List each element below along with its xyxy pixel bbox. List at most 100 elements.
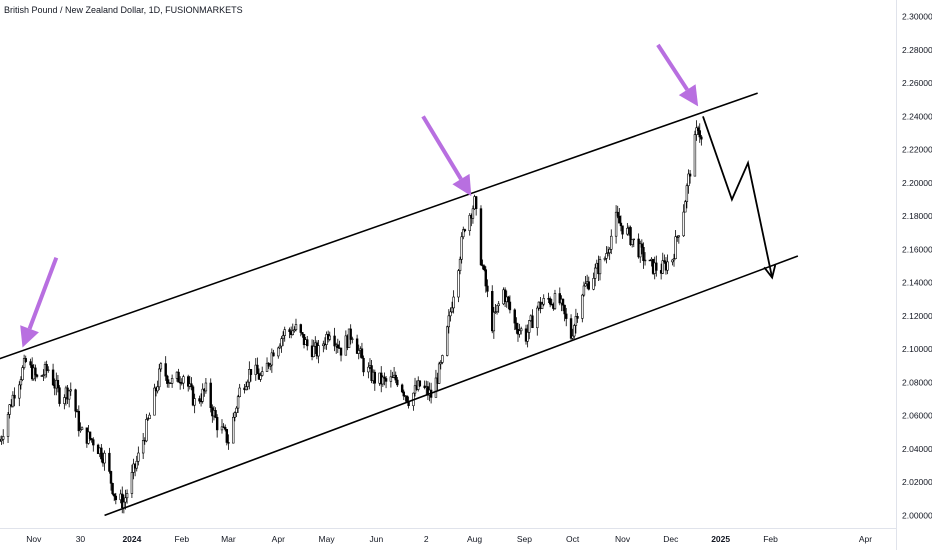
candle-body <box>190 383 193 388</box>
candle-body <box>449 311 452 317</box>
candle-body <box>281 335 285 340</box>
x-tick-label: Feb <box>174 534 189 544</box>
candle-body <box>293 329 296 332</box>
candle-body <box>256 364 259 374</box>
candle-body <box>373 371 377 384</box>
y-tick-label: 2.08000 <box>902 377 932 387</box>
candle-body <box>111 482 114 495</box>
candle-body <box>355 338 359 354</box>
candle-body <box>614 211 618 237</box>
candle-body <box>137 452 140 462</box>
candle-body <box>21 367 24 381</box>
y-tick-label: 2.20000 <box>902 178 932 188</box>
candle-body <box>267 362 270 367</box>
candle-body <box>8 404 11 415</box>
candle-body <box>685 185 689 202</box>
candle-body <box>113 493 116 497</box>
candle-body <box>513 309 516 324</box>
y-tick-label: 2.00000 <box>902 510 932 520</box>
candle-body <box>362 357 365 373</box>
candle-body <box>384 378 388 382</box>
candle-body <box>486 285 489 292</box>
candle-body <box>351 338 354 340</box>
candle-body <box>700 136 703 140</box>
candle-body <box>58 387 61 404</box>
candle-body <box>122 501 126 509</box>
candle-body <box>569 318 573 339</box>
candle-body <box>349 328 352 340</box>
candle-body <box>396 379 399 386</box>
candle-body <box>698 130 701 138</box>
candle-body <box>640 243 644 248</box>
chart-title: British Pound / New Zealand Dollar, 1D, … <box>4 5 243 15</box>
candle-body <box>492 311 496 332</box>
candle-body <box>236 396 240 409</box>
candle-body <box>272 352 275 357</box>
candle-body <box>515 322 518 330</box>
candle-body <box>381 376 385 385</box>
candle-body <box>593 267 597 279</box>
candle-body <box>6 414 10 437</box>
candle-body <box>383 376 386 379</box>
candle-body <box>13 394 16 399</box>
candle-body <box>471 208 475 219</box>
candle-body <box>661 260 664 274</box>
candle-body <box>666 261 669 271</box>
x-tick-label: Apr <box>272 534 285 544</box>
candle-body <box>581 294 584 319</box>
candle-body <box>445 326 449 356</box>
candle-body <box>224 427 227 430</box>
candle-body <box>67 390 71 400</box>
candle-body <box>495 305 499 313</box>
candle-body <box>63 397 66 404</box>
candle-body <box>576 316 579 319</box>
candle-body <box>124 497 127 503</box>
candle-body <box>288 329 291 332</box>
candles <box>0 120 703 514</box>
candle-body <box>121 493 124 509</box>
candle-body <box>158 368 161 388</box>
candle-body <box>394 374 397 381</box>
y-tick-label: 2.18000 <box>902 211 932 221</box>
candle-body <box>610 235 613 250</box>
candle-body <box>249 369 253 375</box>
candle-body <box>193 398 196 406</box>
candle-body <box>693 134 697 177</box>
candle-body <box>34 367 37 376</box>
candle-body <box>159 363 163 370</box>
candle-body <box>130 472 134 494</box>
marker-arrow-head <box>678 84 699 107</box>
candle-body <box>367 366 370 373</box>
arrow-markers <box>20 43 699 348</box>
y-tick-label: 2.26000 <box>902 78 932 88</box>
y-tick-label: 2.16000 <box>902 244 932 254</box>
candle-body <box>630 239 634 245</box>
candle-body <box>450 307 454 313</box>
x-tick-label: Dec <box>663 534 679 544</box>
candle-body <box>696 127 700 131</box>
candle-body <box>92 439 95 446</box>
candle-body <box>582 285 586 296</box>
candle-body <box>518 330 521 335</box>
candle-body <box>405 395 409 402</box>
candle-body <box>80 427 84 430</box>
channel-lower-line <box>104 255 799 517</box>
candle-body <box>164 363 167 377</box>
candle-body <box>312 345 315 357</box>
candle-body <box>45 364 48 371</box>
y-tick-label: 2.28000 <box>902 45 932 55</box>
candle-body <box>109 471 113 484</box>
candle-body <box>606 252 610 254</box>
candle-body <box>598 259 602 275</box>
x-tick-label: 2024 <box>122 534 141 544</box>
candle-body <box>11 394 15 407</box>
candle-body <box>526 331 529 342</box>
candle-body <box>198 398 201 402</box>
candle-body <box>558 293 561 304</box>
candle-body <box>418 380 422 387</box>
candle-body <box>280 338 283 347</box>
candle-body <box>19 379 23 386</box>
marker-arrow-head <box>452 173 472 197</box>
x-tick-label: 30 <box>76 534 86 544</box>
